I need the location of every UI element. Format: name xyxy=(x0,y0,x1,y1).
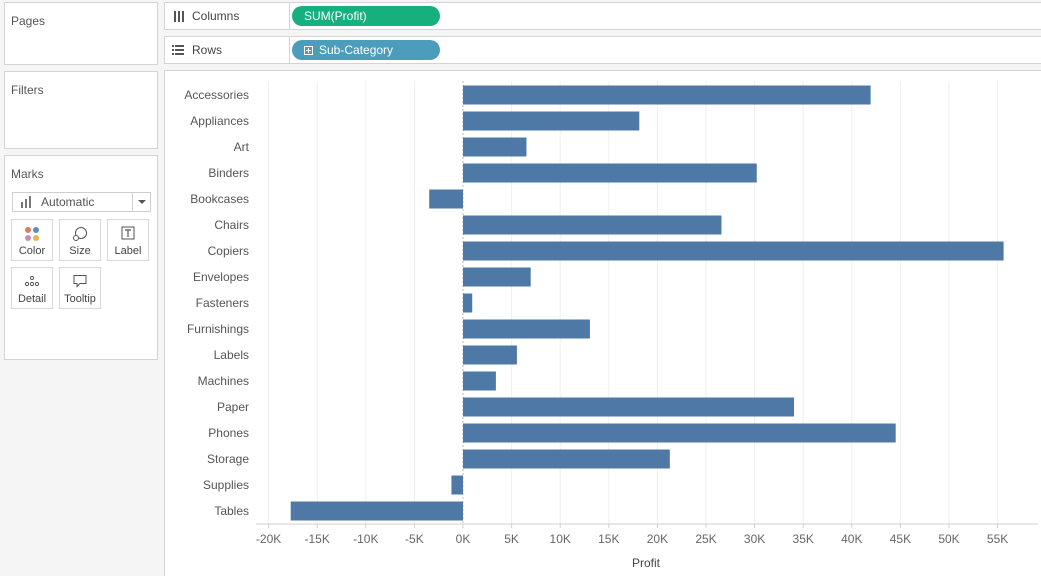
tooltip-button-label: Tooltip xyxy=(64,293,96,305)
rows-shelf[interactable]: Rows Sub-Category xyxy=(164,36,1041,64)
label-button[interactable]: Label xyxy=(107,219,149,261)
tooltip-icon xyxy=(73,275,87,288)
mark-type-dropdown[interactable]: Automatic xyxy=(12,192,151,212)
label-icon xyxy=(121,226,135,240)
detail-icon xyxy=(24,275,40,287)
bar-art xyxy=(463,137,527,157)
category-label: Copiers xyxy=(208,244,249,258)
chart-view[interactable]: Accessories Appliances Art Binders Bookcases… xyxy=(164,70,1041,576)
color-button-label: Color xyxy=(18,245,46,257)
profit-bar-chart: Accessories Appliances Art Binders Bookcases… xyxy=(184,81,1038,570)
x-tick-label: 15K xyxy=(598,532,619,546)
category-label: Accessories xyxy=(184,88,249,102)
pages-title: Pages xyxy=(11,14,46,28)
bar-phones xyxy=(463,423,896,443)
x-tick-label: -5K xyxy=(405,532,424,546)
x-tick-label: 35K xyxy=(793,532,814,546)
category-label: Bookcases xyxy=(190,192,249,206)
x-tick-label: 0K xyxy=(456,532,471,546)
filters-card[interactable]: Filters xyxy=(4,71,158,149)
category-label: Furnishings xyxy=(187,322,249,336)
marks-title: Marks xyxy=(11,167,44,181)
x-tick-label: 20K xyxy=(647,532,668,546)
color-button[interactable]: Color xyxy=(11,219,53,261)
x-tick-label: -15K xyxy=(305,532,330,546)
category-label: Art xyxy=(234,140,250,154)
category-label: Storage xyxy=(207,452,249,466)
bar-accessories xyxy=(463,85,871,105)
pages-card[interactable]: Pages xyxy=(4,2,158,65)
bar-labels xyxy=(463,345,517,365)
x-tick-label: 5K xyxy=(504,532,519,546)
x-axis-title: Profit xyxy=(632,556,661,570)
bar-binders xyxy=(463,163,757,183)
sum-profit-pill-label: SUM(Profit) xyxy=(304,9,367,23)
x-tick-label: 25K xyxy=(695,532,716,546)
category-label: Appliances xyxy=(190,114,249,128)
columns-shelf[interactable]: Columns SUM(Profit) xyxy=(164,2,1041,30)
x-tick-label: 40K xyxy=(841,532,862,546)
bar-chart-icon xyxy=(21,196,35,208)
category-label: Supplies xyxy=(203,478,249,492)
x-tick-label: 10K xyxy=(550,532,571,546)
category-label: Binders xyxy=(208,166,249,180)
expand-plus-icon[interactable] xyxy=(304,45,313,55)
sub-category-pill[interactable]: Sub-Category xyxy=(292,40,440,60)
bar-copiers xyxy=(463,241,1004,261)
detail-button-label: Detail xyxy=(17,293,47,305)
size-button-label: Size xyxy=(69,245,91,257)
sum-profit-pill[interactable]: SUM(Profit) xyxy=(292,6,440,26)
x-tick-label: 45K xyxy=(890,532,911,546)
size-icon xyxy=(73,227,87,241)
bar-supplies xyxy=(451,475,463,495)
rows-shelf-label: Rows xyxy=(165,37,290,63)
x-tick-label: 55K xyxy=(987,532,1008,546)
x-tick-label: -10K xyxy=(353,532,378,546)
mark-type-value: Automatic xyxy=(41,195,95,209)
x-tick-label: 30K xyxy=(744,532,765,546)
bar-appliances xyxy=(463,111,640,131)
chevron-down-icon[interactable] xyxy=(132,193,150,211)
x-tick-label: -20K xyxy=(256,532,281,546)
bar-bookcases xyxy=(429,189,463,209)
bar-machines xyxy=(463,371,496,391)
bar-tables xyxy=(290,501,463,521)
sub-category-pill-label: Sub-Category xyxy=(319,43,394,57)
marks-card: Marks Automatic Color Size Label xyxy=(4,155,158,360)
category-label: Envelopes xyxy=(193,270,249,284)
bar-envelopes xyxy=(463,267,531,287)
tooltip-button[interactable]: Tooltip xyxy=(59,267,101,309)
category-label: Paper xyxy=(217,400,249,414)
label-button-label: Label xyxy=(114,245,142,257)
columns-icon xyxy=(172,10,184,22)
category-label: Tables xyxy=(214,504,249,518)
bar-furnishings xyxy=(463,319,590,339)
columns-label-text: Columns xyxy=(192,9,240,23)
detail-button[interactable]: Detail xyxy=(11,267,53,309)
x-tick-label: 50K xyxy=(938,532,959,546)
columns-shelf-label: Columns xyxy=(165,3,290,29)
bar-paper xyxy=(463,397,795,417)
filters-title: Filters xyxy=(11,83,44,97)
rows-icon xyxy=(172,45,184,55)
category-label: Fasteners xyxy=(196,296,249,310)
category-label: Phones xyxy=(208,426,249,440)
category-label: Machines xyxy=(198,374,249,388)
category-label: Labels xyxy=(214,348,249,362)
category-label: Chairs xyxy=(214,218,249,232)
rows-label-text: Rows xyxy=(192,43,223,57)
size-button[interactable]: Size xyxy=(59,219,101,261)
bar-storage xyxy=(463,449,670,469)
color-icon xyxy=(25,227,39,241)
bar-chairs xyxy=(463,215,722,235)
bar-fasteners xyxy=(463,293,473,313)
